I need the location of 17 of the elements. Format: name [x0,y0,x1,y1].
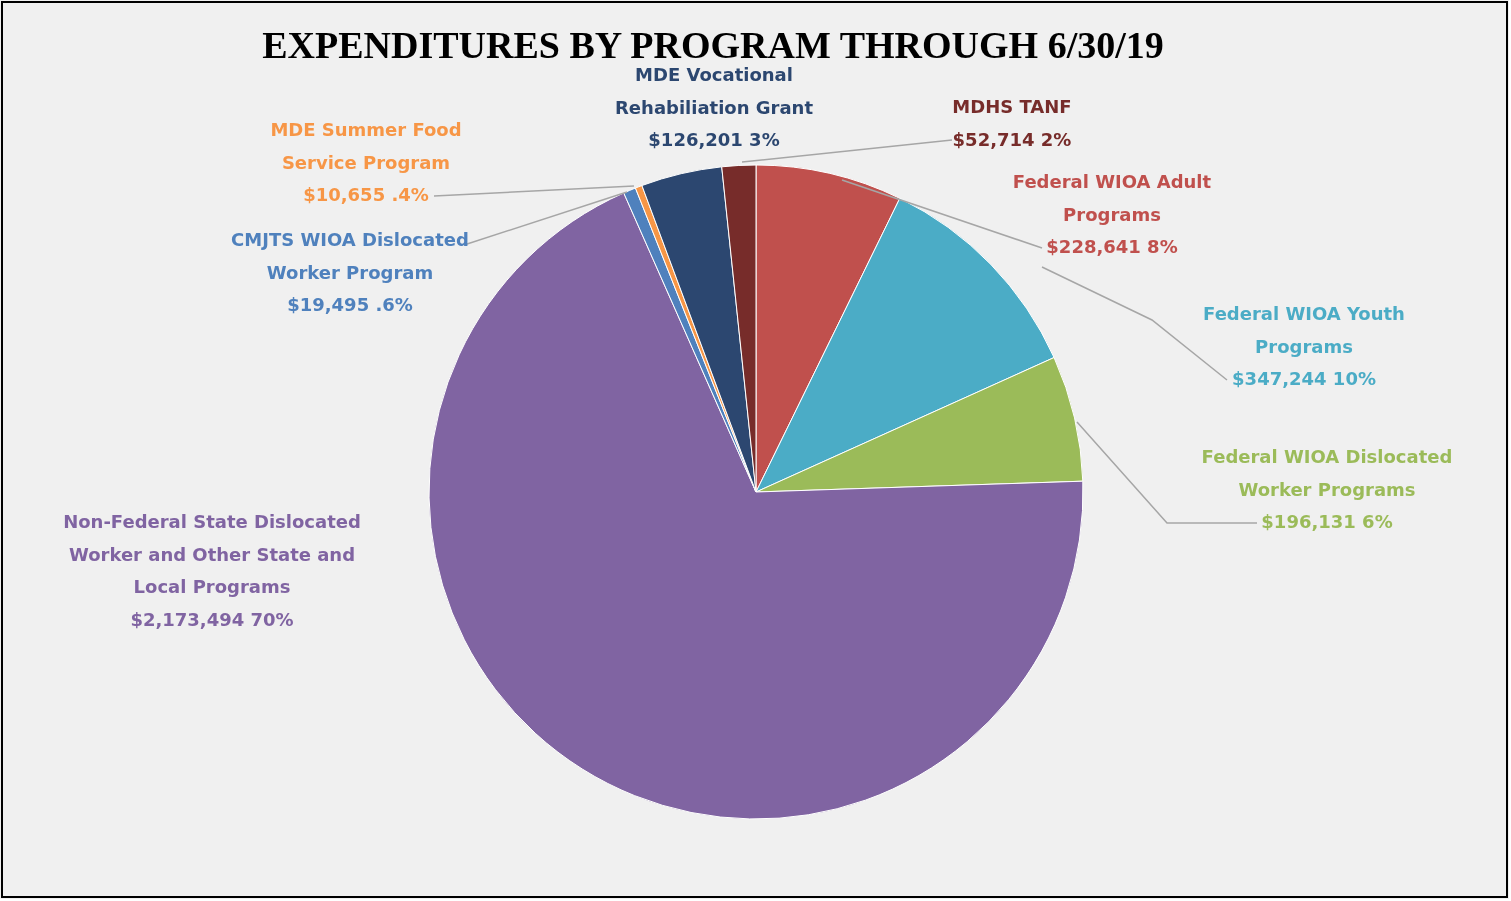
slice-label: Federal WIOA Dislocated Worker Programs [1201,446,1453,500]
data-label: $196,131 6% [1261,511,1393,532]
data-label: $10,655 .4% [303,184,429,205]
chart-title: EXPENDITURES BY PROGRAM THROUGH 6/30/19 [262,24,1164,66]
data-label: $52,714 2% [952,128,1072,150]
slice-label: CMJTS WIOA Dislocated Worker Program [231,229,469,283]
slice-label: Federal WIOA Youth Programs [1203,303,1405,357]
slice-label: MDE Vocational Rehabiliation Grant [614,64,814,118]
data-label: $2,173,494 70% [130,608,294,630]
data-label: $228,641 8% [1046,236,1178,257]
data-label: $19,495 .6% [287,294,413,315]
slice-label: Federal WIOA Adult Programs [1012,171,1212,225]
slice-label: Non-Federal State Dislocated Worker and Other State and Local Programs [63,511,361,597]
data-label: $347,244 10% [1232,368,1376,389]
data-label: $126,201 3% [648,129,780,150]
slice-label: MDE Summer Food Service Program [270,119,462,173]
slice-label: MDHS TANF [952,96,1072,117]
